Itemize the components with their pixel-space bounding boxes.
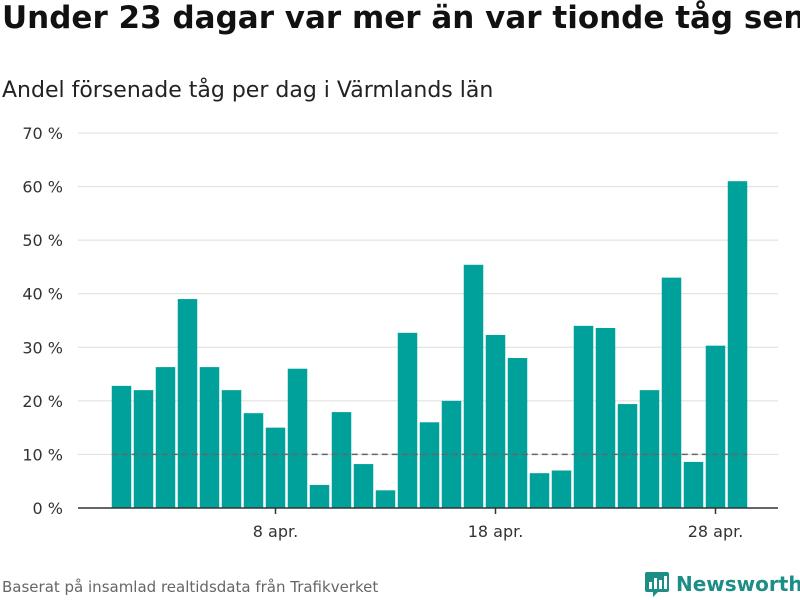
y-tick-label: 20 % bbox=[22, 392, 63, 411]
bar bbox=[375, 490, 396, 508]
bar bbox=[683, 461, 704, 508]
bar bbox=[155, 367, 176, 508]
y-tick-label: 40 % bbox=[22, 285, 63, 304]
bar bbox=[661, 277, 682, 508]
x-tick-label: 18 apr. bbox=[468, 522, 524, 541]
chart-title: Under 23 dagar var mer än var tionde tåg… bbox=[2, 0, 800, 36]
bar bbox=[551, 470, 572, 508]
y-tick-label: 0 % bbox=[33, 499, 63, 518]
y-tick-label: 10 % bbox=[22, 445, 63, 464]
bar bbox=[639, 390, 660, 508]
newsworthy-logo-icon bbox=[645, 572, 669, 597]
bar bbox=[617, 404, 638, 508]
bar bbox=[441, 400, 462, 508]
bar bbox=[573, 325, 594, 508]
bar bbox=[177, 299, 198, 508]
bar bbox=[111, 385, 132, 508]
chart-subtitle: Andel försenade tåg per dag i Värmlands … bbox=[2, 78, 494, 103]
bar bbox=[309, 484, 330, 508]
y-axis-ticks: 0 % 10 % 20 % 30 % 40 % 50 % 60 % 70 % bbox=[22, 124, 63, 518]
x-tick-label: 28 apr. bbox=[688, 522, 744, 541]
bar bbox=[199, 367, 220, 508]
x-axis: 8 apr. 18 apr. 28 apr. bbox=[78, 507, 778, 541]
bar bbox=[353, 464, 374, 508]
bar bbox=[265, 427, 286, 508]
bar bbox=[287, 368, 308, 508]
source-note: Baserat på insamlad realtidsdata från Tr… bbox=[2, 578, 379, 596]
bar bbox=[397, 332, 418, 508]
bar bbox=[485, 334, 506, 508]
bars bbox=[111, 181, 748, 508]
y-tick-label: 70 % bbox=[22, 124, 63, 143]
bar bbox=[133, 390, 154, 508]
bar bbox=[331, 412, 352, 508]
bar bbox=[463, 264, 484, 508]
bar bbox=[529, 473, 550, 508]
y-tick-label: 50 % bbox=[22, 231, 63, 250]
bar bbox=[221, 390, 242, 508]
bar bbox=[507, 358, 528, 508]
bar bbox=[727, 181, 748, 508]
y-tick-label: 30 % bbox=[22, 338, 63, 357]
bar bbox=[243, 413, 264, 508]
y-tick-label: 60 % bbox=[22, 178, 63, 197]
brand-logo: Newsworthy bbox=[644, 569, 800, 599]
bar bbox=[705, 345, 726, 508]
bar bbox=[595, 328, 616, 508]
bar bbox=[419, 422, 440, 508]
brand-name: Newsworthy bbox=[676, 572, 800, 596]
x-tick-label: 8 apr. bbox=[253, 522, 298, 541]
